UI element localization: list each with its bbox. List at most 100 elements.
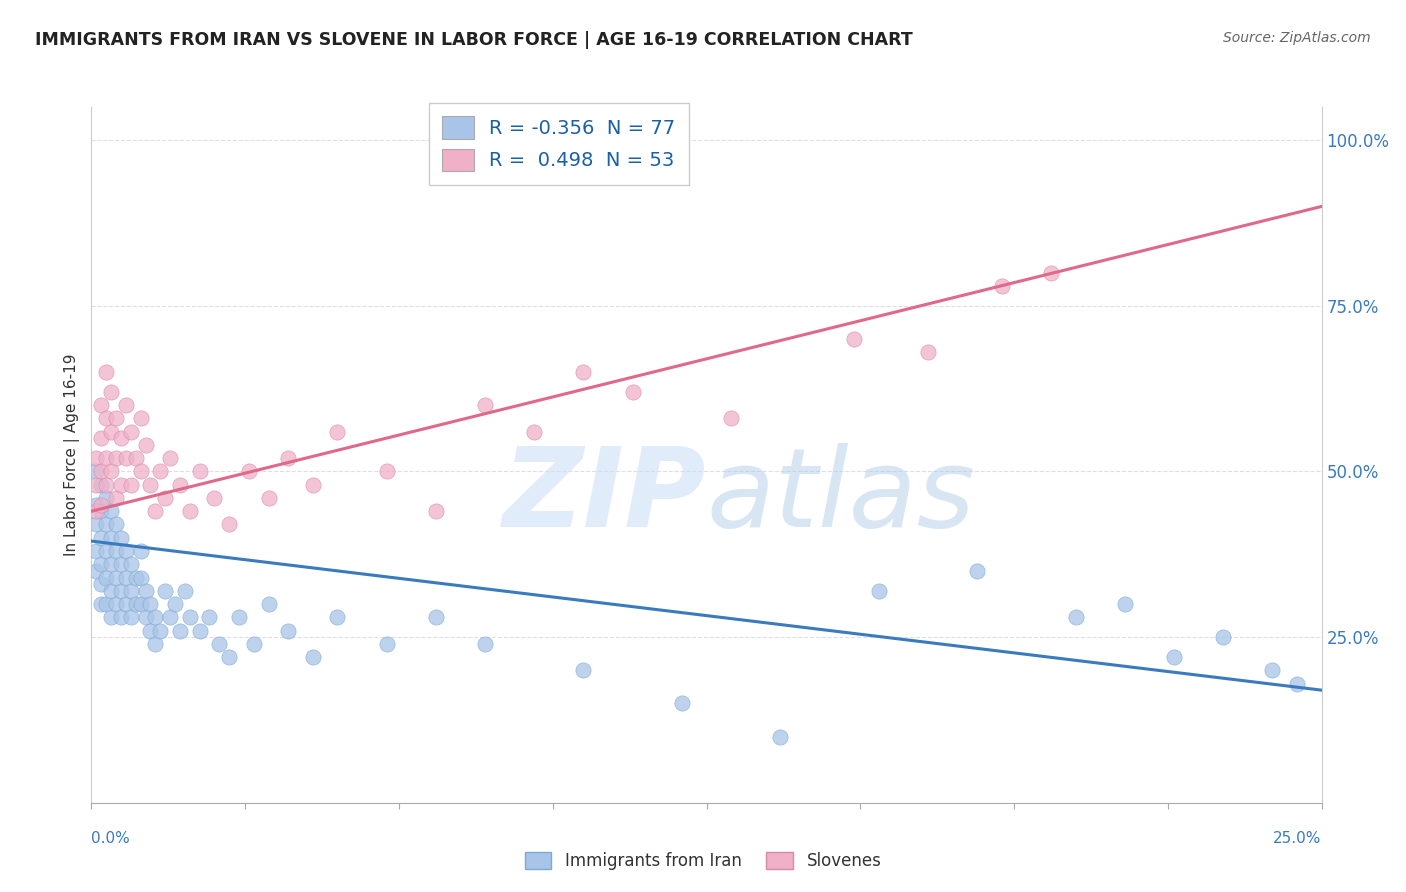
Text: ZIP: ZIP	[503, 443, 706, 550]
Point	[523, 425, 546, 439]
Point	[96, 451, 117, 466]
Point	[86, 451, 108, 466]
Point	[90, 465, 112, 479]
Point	[86, 477, 108, 491]
Point	[114, 570, 138, 584]
Point	[218, 517, 240, 532]
Point	[110, 531, 132, 545]
Point	[100, 504, 122, 518]
Point	[100, 610, 122, 624]
Point	[114, 544, 138, 558]
Point	[114, 398, 138, 412]
Text: atlas: atlas	[706, 443, 976, 550]
Point	[96, 365, 117, 379]
Y-axis label: In Labor Force | Age 16-19: In Labor Force | Age 16-19	[65, 353, 80, 557]
Point	[120, 558, 142, 572]
Point	[129, 597, 152, 611]
Point	[145, 504, 166, 518]
Point	[124, 570, 146, 584]
Point	[90, 504, 112, 518]
Point	[159, 451, 181, 466]
Point	[105, 544, 127, 558]
Point	[114, 597, 138, 611]
Point	[257, 491, 280, 505]
Point	[129, 544, 152, 558]
Point	[96, 570, 117, 584]
Point	[375, 637, 398, 651]
Point	[145, 637, 166, 651]
Point	[139, 624, 162, 638]
Point	[228, 610, 250, 624]
Point	[1114, 597, 1136, 611]
Point	[277, 451, 299, 466]
Point	[572, 365, 595, 379]
Point	[301, 650, 323, 665]
Point	[110, 558, 132, 572]
Point	[86, 465, 108, 479]
Point	[86, 564, 108, 578]
Point	[277, 624, 299, 638]
Point	[425, 504, 447, 518]
Point	[96, 597, 117, 611]
Point	[105, 597, 127, 611]
Point	[86, 504, 108, 518]
Point	[917, 345, 939, 359]
Point	[769, 730, 792, 744]
Point	[110, 431, 132, 445]
Point	[218, 650, 240, 665]
Point	[90, 431, 112, 445]
Point	[100, 531, 122, 545]
Point	[174, 583, 197, 598]
Point	[90, 498, 112, 512]
Point	[238, 465, 260, 479]
Point	[868, 583, 890, 598]
Point	[198, 610, 221, 624]
Point	[425, 610, 447, 624]
Point	[621, 384, 644, 399]
Point	[105, 411, 127, 425]
Point	[110, 610, 132, 624]
Point	[105, 570, 127, 584]
Point	[375, 465, 398, 479]
Point	[90, 577, 112, 591]
Point	[153, 491, 177, 505]
Point	[124, 597, 146, 611]
Point	[169, 477, 191, 491]
Point	[188, 624, 211, 638]
Point	[86, 544, 108, 558]
Point	[100, 465, 122, 479]
Point	[990, 279, 1012, 293]
Point	[100, 583, 122, 598]
Point	[96, 491, 117, 505]
Point	[110, 477, 132, 491]
Point	[145, 610, 166, 624]
Point	[242, 637, 264, 651]
Point	[188, 465, 211, 479]
Point	[100, 384, 122, 399]
Point	[1039, 266, 1063, 280]
Point	[842, 332, 865, 346]
Point	[149, 624, 172, 638]
Point	[153, 583, 177, 598]
Point	[326, 610, 349, 624]
Point	[96, 477, 117, 491]
Legend: Immigrants from Iran, Slovenes: Immigrants from Iran, Slovenes	[517, 845, 889, 877]
Point	[86, 517, 108, 532]
Point	[90, 477, 112, 491]
Point	[120, 477, 142, 491]
Point	[129, 465, 152, 479]
Text: IMMIGRANTS FROM IRAN VS SLOVENE IN LABOR FORCE | AGE 16-19 CORRELATION CHART: IMMIGRANTS FROM IRAN VS SLOVENE IN LABOR…	[35, 31, 912, 49]
Point	[139, 477, 162, 491]
Point	[966, 564, 988, 578]
Point	[326, 425, 349, 439]
Point	[474, 398, 496, 412]
Point	[474, 637, 496, 651]
Point	[163, 597, 186, 611]
Point	[90, 398, 112, 412]
Point	[120, 610, 142, 624]
Point	[110, 583, 132, 598]
Point	[159, 610, 181, 624]
Point	[120, 425, 142, 439]
Point	[208, 637, 231, 651]
Point	[1285, 676, 1308, 690]
